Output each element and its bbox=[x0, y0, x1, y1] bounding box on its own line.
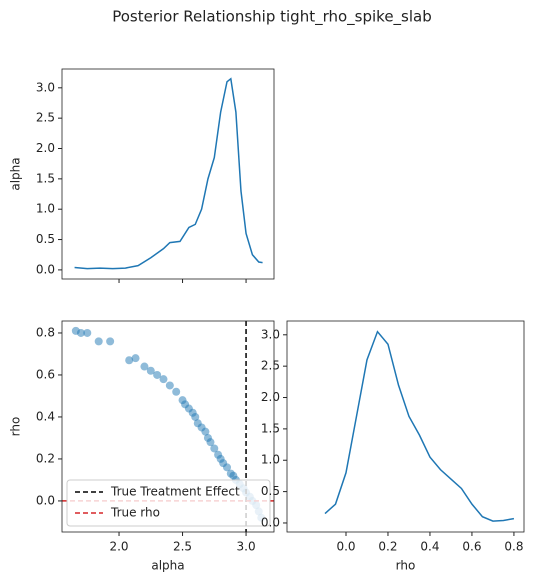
y-tick-label: 1.0 bbox=[261, 453, 280, 467]
scatter-point bbox=[159, 375, 168, 384]
scatter-point bbox=[172, 387, 181, 396]
axes-frame bbox=[61, 320, 275, 533]
y-tick-label: 2.5 bbox=[36, 111, 55, 125]
x-tick-label: 0.6 bbox=[462, 540, 481, 554]
y-tick-label: 0.6 bbox=[36, 367, 55, 381]
y-tick-label: 0.0 bbox=[261, 515, 280, 529]
y-tick-label: 0.5 bbox=[36, 232, 55, 246]
legend-label: True rho bbox=[110, 506, 160, 520]
scatter-point bbox=[83, 328, 92, 337]
scatter-point bbox=[131, 354, 140, 363]
scatter-point bbox=[106, 337, 115, 346]
scatter-point bbox=[76, 328, 85, 337]
y-tick-label: 1.5 bbox=[36, 171, 55, 185]
x-axis-label: alpha bbox=[151, 559, 184, 573]
kde-line bbox=[74, 77, 263, 270]
y-tick-label: 0.0 bbox=[36, 262, 55, 276]
y-axis-label: rho bbox=[9, 417, 23, 437]
x-tick-label: 2.0 bbox=[109, 540, 128, 554]
y-tick-label: 2.0 bbox=[36, 141, 55, 155]
y-tick-label: 0.4 bbox=[36, 409, 55, 423]
y-tick-label: 2.5 bbox=[261, 359, 280, 373]
legend-box bbox=[66, 479, 271, 527]
x-tick-label: 0.8 bbox=[504, 540, 523, 554]
x-tick-label: 0.2 bbox=[378, 540, 397, 554]
scatter-point bbox=[146, 366, 155, 375]
x-tick-label: 2.5 bbox=[173, 540, 192, 554]
y-tick-label: 2.0 bbox=[261, 390, 280, 404]
y-tick-label: 1.5 bbox=[261, 421, 280, 435]
plot-area bbox=[74, 77, 263, 270]
scatter-point bbox=[191, 412, 200, 421]
scatter-point bbox=[153, 370, 162, 379]
plot-area bbox=[324, 330, 515, 522]
y-tick-label: 3.0 bbox=[261, 327, 280, 341]
legend-label: True Treatment Effect bbox=[110, 485, 240, 499]
scatter-point bbox=[201, 427, 210, 436]
scatter-point bbox=[206, 438, 215, 447]
y-tick-label: 0.2 bbox=[36, 451, 55, 465]
y-tick-label: 3.0 bbox=[36, 80, 55, 94]
scatter-point bbox=[94, 337, 103, 346]
scatter-point bbox=[210, 444, 219, 453]
x-tick-label: 0.4 bbox=[420, 540, 439, 554]
y-tick-label: 0.0 bbox=[36, 493, 55, 507]
kde-line bbox=[324, 330, 515, 522]
x-tick-label: 0.0 bbox=[336, 540, 355, 554]
axes-frame bbox=[286, 320, 525, 533]
scatter-point bbox=[140, 362, 149, 371]
scatter-point bbox=[165, 381, 174, 390]
axes-frame bbox=[61, 68, 275, 280]
y-tick-label: 1.0 bbox=[36, 202, 55, 216]
y-axis-label: alpha bbox=[9, 157, 23, 190]
scatter-point bbox=[125, 356, 134, 365]
scatter-point bbox=[223, 463, 232, 472]
x-tick-label: 3.0 bbox=[237, 540, 256, 554]
x-axis-label: rho bbox=[396, 559, 416, 573]
y-tick-label: 0.8 bbox=[36, 325, 55, 339]
y-tick-label: 0.5 bbox=[261, 484, 280, 498]
figure-title: Posterior Relationship tight_rho_spike_s… bbox=[112, 8, 432, 27]
